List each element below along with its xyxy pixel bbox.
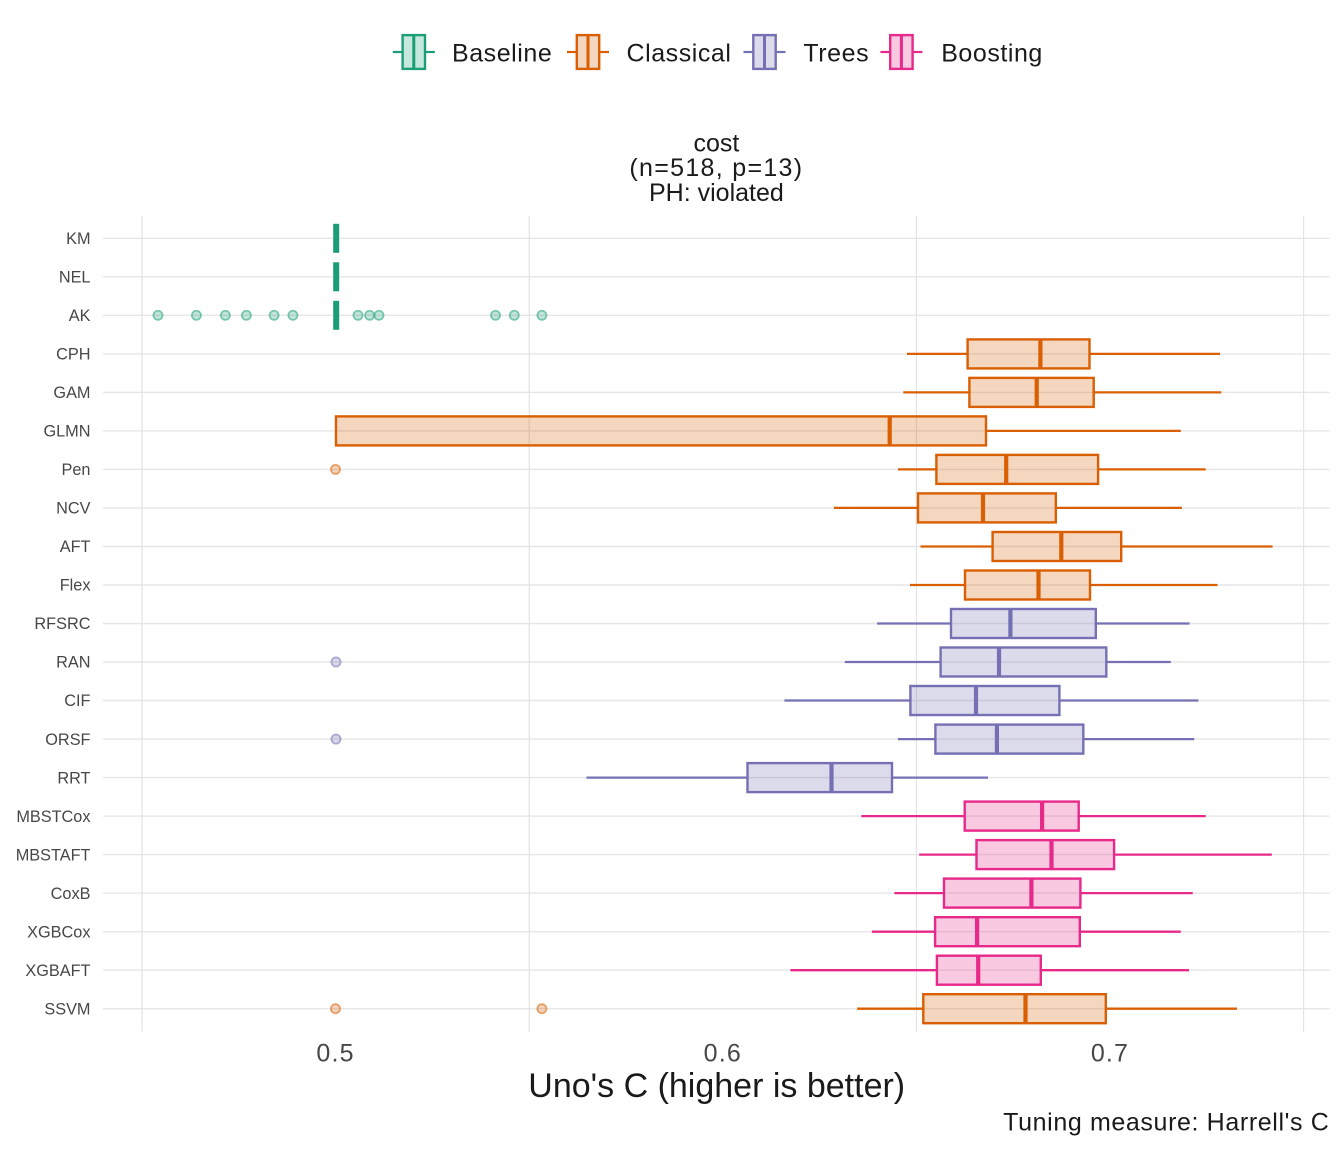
svg-text:NCV: NCV xyxy=(56,500,91,518)
svg-text:AFT: AFT xyxy=(60,538,91,556)
svg-text:ORSF: ORSF xyxy=(45,731,90,749)
svg-text:CoxB: CoxB xyxy=(51,885,91,903)
svg-text:Uno's C (higher is better): Uno's C (higher is better) xyxy=(528,1067,905,1105)
svg-text:Flex: Flex xyxy=(60,577,91,595)
svg-text:XGBAFT: XGBAFT xyxy=(25,962,90,980)
svg-text:CPH: CPH xyxy=(56,346,90,364)
svg-text:Tuning measure: Harrell's C: Tuning measure: Harrell's C xyxy=(1003,1109,1329,1137)
svg-text:CIF: CIF xyxy=(64,692,90,710)
svg-text:KM: KM xyxy=(66,230,90,248)
svg-text:RFSRC: RFSRC xyxy=(34,615,90,633)
svg-text:AK: AK xyxy=(69,307,91,325)
svg-text:MBSTCox: MBSTCox xyxy=(16,808,90,826)
svg-text:0.6: 0.6 xyxy=(704,1040,742,1068)
svg-text:MBSTAFT: MBSTAFT xyxy=(16,846,91,864)
svg-text:PH: violated: PH: violated xyxy=(649,179,784,207)
svg-text:0.5: 0.5 xyxy=(316,1040,354,1068)
svg-text:SSVM: SSVM xyxy=(44,1000,90,1018)
svg-text:GLMN: GLMN xyxy=(43,423,90,441)
svg-text:NEL: NEL xyxy=(59,269,91,287)
svg-text:RAN: RAN xyxy=(56,654,90,672)
svg-text:Trees: Trees xyxy=(803,40,869,68)
svg-text:cost: cost xyxy=(693,130,739,158)
svg-text:Boosting: Boosting xyxy=(941,40,1043,68)
svg-text:0.7: 0.7 xyxy=(1091,1040,1129,1068)
svg-text:RRT: RRT xyxy=(57,769,90,787)
svg-text:GAM: GAM xyxy=(53,384,90,402)
svg-text:XGBCox: XGBCox xyxy=(27,923,90,941)
svg-text:(n=518, p=13): (n=518, p=13) xyxy=(629,154,803,182)
svg-text:Classical: Classical xyxy=(627,40,732,68)
svg-text:Pen: Pen xyxy=(62,461,91,479)
svg-text:Baseline: Baseline xyxy=(452,40,552,68)
